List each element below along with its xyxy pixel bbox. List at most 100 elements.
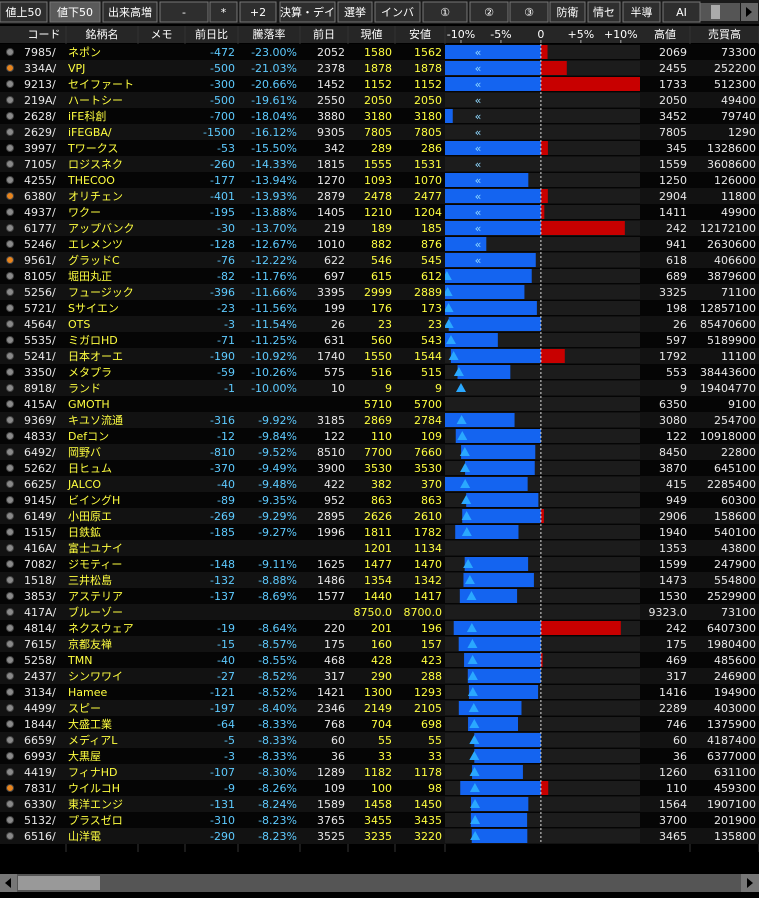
tab-label[interactable]: 半導 xyxy=(631,5,653,19)
range-up xyxy=(540,61,567,75)
range-cell xyxy=(445,157,640,171)
cell: 3350/ xyxy=(24,366,56,379)
cell: 73100 xyxy=(721,606,756,619)
cell: 3900 xyxy=(317,462,345,475)
tab-label[interactable]: インバ xyxy=(381,6,414,19)
row-icon xyxy=(6,688,14,696)
cell: 176 xyxy=(371,302,392,315)
tab-label[interactable]: 決算・デイ xyxy=(280,5,335,19)
cell: 631100 xyxy=(714,766,756,779)
range-down xyxy=(445,253,536,267)
tab-button[interactable] xyxy=(0,1,48,23)
cell: 2879 xyxy=(317,190,345,203)
cell: 612 xyxy=(421,270,442,283)
tab-button[interactable] xyxy=(209,1,238,23)
range-cell xyxy=(445,125,640,139)
range-down xyxy=(445,141,541,155)
range-down xyxy=(445,205,541,219)
tab-button[interactable] xyxy=(239,1,277,23)
range-down xyxy=(445,237,487,251)
cell: 11100 xyxy=(721,350,756,363)
range-bar xyxy=(461,509,544,523)
cell: 1440 xyxy=(364,590,392,603)
tab-label[interactable]: 選挙 xyxy=(344,6,366,19)
cell: 3530 xyxy=(414,462,442,475)
row-icon xyxy=(6,224,14,232)
cell: 553 xyxy=(666,366,687,379)
offscale-marker: « xyxy=(475,254,482,267)
cell: 7700 xyxy=(364,446,392,459)
tab-button[interactable] xyxy=(509,1,549,23)
tab-label[interactable]: ③ xyxy=(524,6,534,19)
current-marker xyxy=(466,591,477,600)
cell: -8.26% xyxy=(258,782,297,795)
range-down xyxy=(467,669,541,683)
cell: -23.00% xyxy=(251,46,297,59)
range-down xyxy=(455,429,541,443)
cell: -290 xyxy=(210,830,235,843)
cell: 126000 xyxy=(714,174,756,187)
tab-button[interactable] xyxy=(102,1,158,23)
tab-button[interactable] xyxy=(622,1,661,23)
scroll-thumb[interactable] xyxy=(18,876,100,890)
cell: -185 xyxy=(210,526,235,539)
range-bar xyxy=(445,285,525,299)
cell: 8918/ xyxy=(24,382,56,395)
tab-label[interactable]: +2 xyxy=(250,6,266,19)
tab-label[interactable]: AI xyxy=(676,6,687,19)
tab-label[interactable]: 値上50 xyxy=(6,6,42,19)
range-down xyxy=(445,333,498,347)
cell: 5535/ xyxy=(24,334,56,347)
cell: 2784 xyxy=(414,414,442,427)
tab-label[interactable]: * xyxy=(221,6,227,19)
current-marker xyxy=(467,671,478,680)
cell: -8.57% xyxy=(258,638,297,651)
tab-button[interactable] xyxy=(549,1,586,23)
tab-scroll-thumb[interactable] xyxy=(711,5,720,19)
current-marker xyxy=(453,367,464,376)
tab-label[interactable]: 値下50 xyxy=(57,6,93,19)
cell: -107 xyxy=(210,766,235,779)
cell: 560 xyxy=(371,334,392,347)
range-cell xyxy=(445,541,640,555)
cell: 2629/ xyxy=(24,126,56,139)
cell: 1878 xyxy=(364,62,392,75)
cell: -148 xyxy=(210,558,235,571)
tab-button[interactable] xyxy=(279,1,336,23)
cell: 7082/ xyxy=(24,558,56,571)
tab-label[interactable]: ① xyxy=(440,6,450,19)
tab-button[interactable] xyxy=(469,1,509,23)
range-down xyxy=(448,317,541,331)
cell: 1290 xyxy=(728,126,756,139)
tab-button[interactable] xyxy=(422,1,468,23)
cell: -71 xyxy=(217,334,235,347)
tab-button[interactable] xyxy=(159,1,209,23)
range-down xyxy=(445,189,541,203)
tab-label[interactable]: 出来高増 xyxy=(108,5,152,19)
cell: -500 xyxy=(210,62,235,75)
cell: 2289 xyxy=(659,702,687,715)
cell: 175 xyxy=(324,638,345,651)
cell: 9323.0 xyxy=(649,606,688,619)
tab-button[interactable] xyxy=(374,1,421,23)
cell: -8.88% xyxy=(258,574,297,587)
tab-label[interactable]: 情セ xyxy=(593,6,615,19)
row-icon xyxy=(6,560,14,568)
cell: 5721/ xyxy=(24,302,56,315)
column-header: 売買高 xyxy=(708,27,741,41)
cell: 7805 xyxy=(364,126,392,139)
tab-button[interactable] xyxy=(337,1,373,23)
range-bar xyxy=(445,61,567,75)
tab-label[interactable]: - xyxy=(182,6,186,19)
tab-button[interactable] xyxy=(49,1,101,23)
tab-button[interactable] xyxy=(587,1,621,23)
row-icon xyxy=(6,448,14,456)
scrollbar[interactable] xyxy=(0,874,759,892)
cell: -190 xyxy=(210,350,235,363)
cell: 3180 xyxy=(414,110,442,123)
tab-button[interactable] xyxy=(662,1,701,23)
cell: 1204 xyxy=(414,206,442,219)
tab-label[interactable]: 防衛 xyxy=(557,5,579,19)
tab-label[interactable]: ② xyxy=(484,6,494,19)
cell: 189 xyxy=(371,222,392,235)
